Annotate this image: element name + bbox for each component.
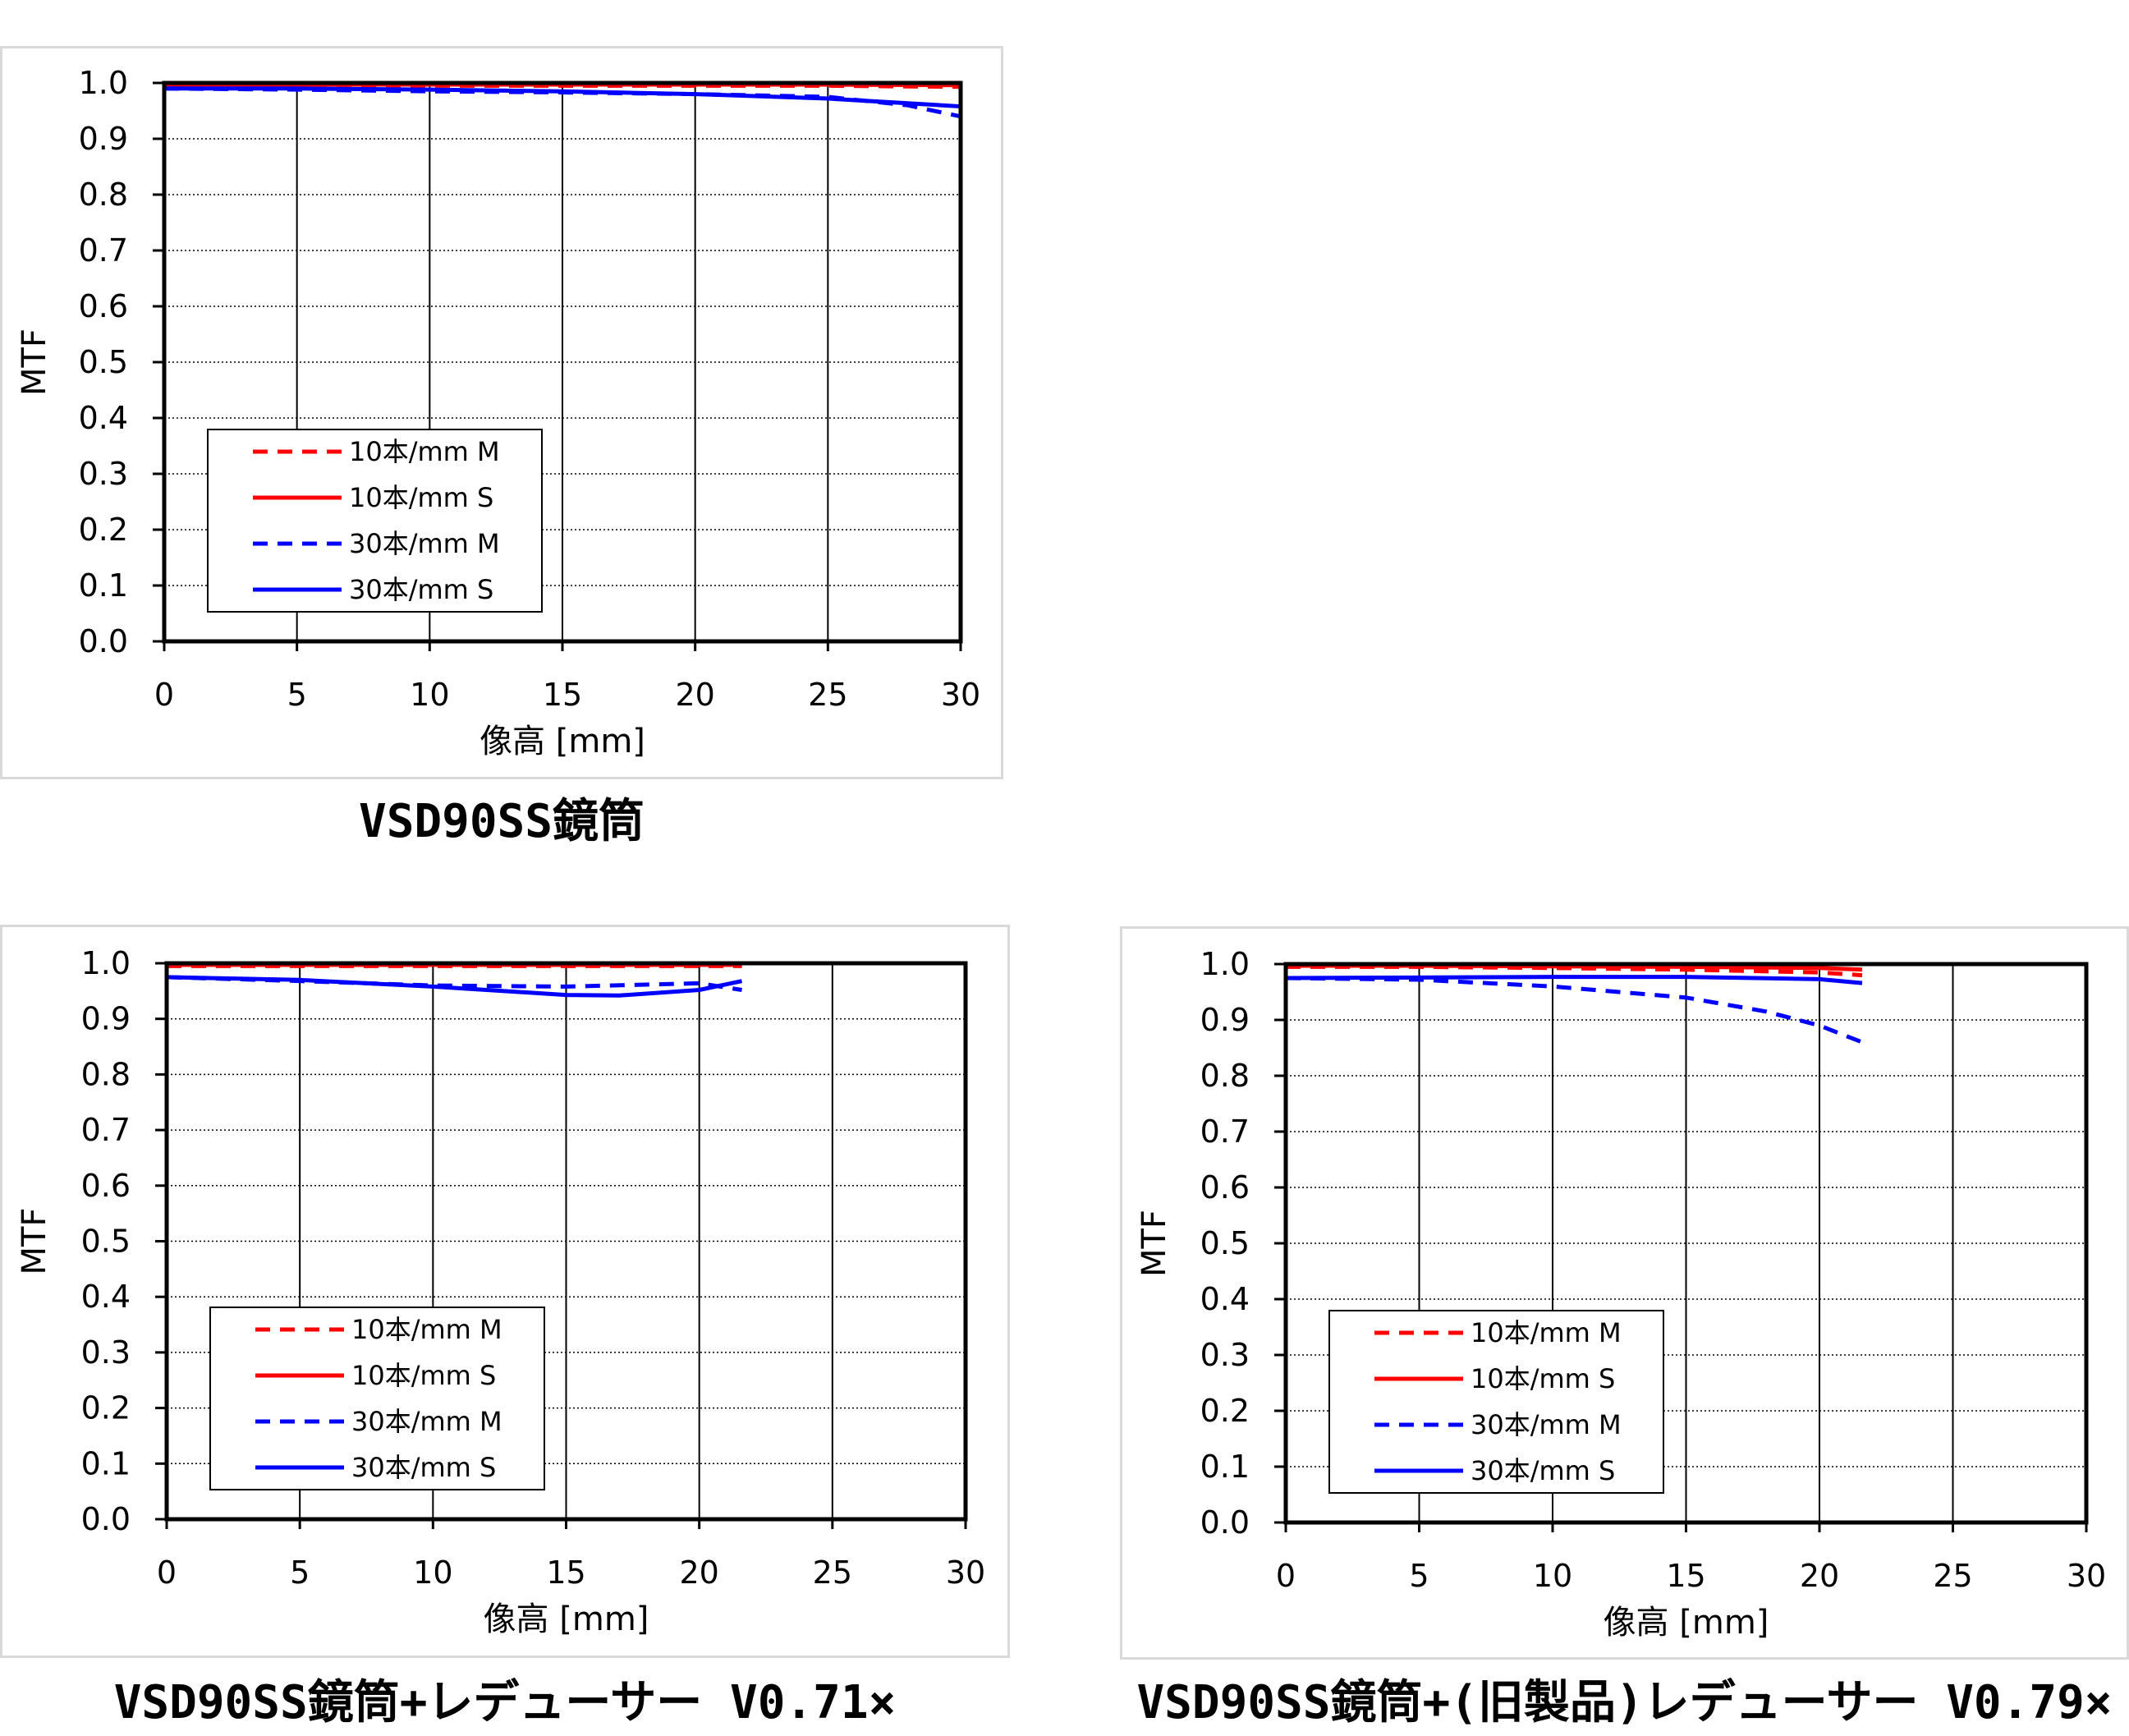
y-tick-label: 0.8 — [81, 1056, 131, 1092]
y-tick-label: 0.6 — [79, 288, 128, 324]
y-tick-label: 0.0 — [79, 623, 128, 659]
y-tick-label: 0.0 — [81, 1501, 131, 1537]
y-tick-label: 0.5 — [79, 344, 128, 380]
legend-box — [209, 1307, 545, 1490]
legend-label: 10本/mm M — [349, 436, 500, 467]
y-tick-label: 1.0 — [81, 945, 131, 981]
y-axis-title: MTF — [16, 1208, 53, 1275]
x-axis-title: 像高 [mm] — [1604, 1604, 1769, 1642]
chart-title: VSD90SS鏡筒 — [358, 795, 645, 848]
x-tick-label: 15 — [546, 1555, 585, 1591]
y-tick-label: 1.0 — [1200, 946, 1250, 982]
x-tick-label: 0 — [154, 677, 174, 713]
legend-label: 30本/mm S — [349, 574, 493, 605]
x-tick-label: 30 — [946, 1555, 985, 1591]
x-tick-label: 25 — [1933, 1558, 1972, 1594]
mtf-chart-3: 0.0 0.1 0.2 0.3 0.4 0.5 0.6 0.7 0.8 0.9 1.0 0 5 10 15 2… — [1136, 946, 2106, 1642]
legend-label: 10本/mm S — [351, 1360, 496, 1391]
series-line — [164, 86, 961, 109]
x-axis-title: 像高 [mm] — [479, 723, 645, 760]
chart-frame — [0, 46, 1003, 779]
x-tick-label: 25 — [808, 677, 847, 713]
y-tick-label: 0.4 — [1200, 1281, 1250, 1317]
y-tick-label: 0.7 — [1200, 1114, 1250, 1150]
y-tick-label: 0.1 — [1200, 1449, 1250, 1485]
legend-label: 10本/mm M — [1471, 1317, 1622, 1348]
y-axis-title: MTF — [1136, 1210, 1173, 1277]
x-tick-label: 10 — [413, 1555, 452, 1591]
y-tick-label: 0.2 — [79, 512, 128, 548]
x-tick-label: 20 — [675, 677, 714, 713]
y-tick-label: 0.8 — [79, 177, 128, 213]
y-tick-label: 0.9 — [79, 121, 128, 157]
legend-box — [207, 429, 543, 613]
y-tick-label: 0.7 — [81, 1112, 131, 1148]
chart-title: VSD90SS鏡筒+レデューサー V0.71× — [113, 1676, 897, 1729]
series-line — [166, 975, 743, 998]
plot-area — [164, 961, 968, 1522]
mtf-chart-2: 0.0 0.1 0.2 0.3 0.4 0.5 0.6 0.7 0.8 0.9 1.0 0 5 10 15 2… — [16, 945, 985, 1638]
y-tick-label: 0.6 — [1200, 1169, 1250, 1206]
x-tick-label: 30 — [941, 677, 980, 713]
y-tick-label: 0.3 — [1200, 1337, 1250, 1373]
y-tick-label: 0.1 — [79, 567, 128, 604]
series-line — [1285, 975, 1863, 985]
legend-label: 30本/mm S — [1471, 1455, 1615, 1486]
y-tick-label: 0.3 — [79, 456, 128, 492]
legend-label: 10本/mm M — [351, 1314, 502, 1345]
y-tick-label: 0.1 — [81, 1445, 131, 1481]
x-tick-label: 15 — [543, 677, 582, 713]
x-tick-label: 25 — [813, 1555, 852, 1591]
x-axis-title: 像高 [mm] — [484, 1601, 649, 1638]
y-tick-label: 0.0 — [1200, 1504, 1250, 1541]
plot-area — [1283, 962, 2089, 1525]
y-tick-label: 0.6 — [81, 1168, 131, 1204]
y-tick-label: 0.2 — [81, 1390, 131, 1426]
y-axis-title: MTF — [16, 328, 53, 396]
legend-box — [1328, 1310, 1664, 1494]
legend-label: 10本/mm S — [349, 482, 493, 513]
y-tick-label: 0.5 — [1200, 1225, 1250, 1261]
legend-label: 30本/mm S — [351, 1452, 496, 1483]
y-tick-label: 0.7 — [79, 232, 128, 269]
x-tick-label: 10 — [410, 677, 449, 713]
series-line — [1286, 963, 1863, 972]
x-tick-label: 10 — [1533, 1558, 1572, 1594]
x-tick-label: 5 — [287, 677, 307, 713]
legend-label: 10本/mm S — [1471, 1363, 1615, 1394]
y-tick-label: 0.2 — [1200, 1393, 1250, 1429]
y-tick-label: 0.5 — [81, 1224, 131, 1260]
x-tick-label: 0 — [1276, 1558, 1296, 1594]
y-tick-label: 1.0 — [79, 65, 128, 101]
legend-label: 30本/mm M — [1471, 1409, 1622, 1440]
chart-frame — [1120, 926, 2129, 1660]
chart-title: VSD90SS鏡筒+(旧製品)レデューサー V0.79× — [1136, 1676, 2113, 1729]
y-tick-label: 0.8 — [1200, 1058, 1250, 1094]
x-tick-label: 20 — [679, 1555, 718, 1591]
chart-frame — [0, 925, 1010, 1658]
x-tick-label: 20 — [1800, 1558, 1839, 1594]
y-tick-label: 0.3 — [81, 1334, 131, 1371]
x-tick-label: 5 — [290, 1555, 310, 1591]
x-tick-label: 15 — [1666, 1558, 1705, 1594]
x-tick-label: 5 — [1409, 1558, 1429, 1594]
mtf-chart-1: 0.0 0.1 0.2 0.3 0.4 0.5 0.6 0.7 0.8 0.9 1.0 0 5 10 15 2… — [16, 65, 980, 760]
series-line — [1285, 976, 1863, 1045]
y-tick-label: 0.9 — [81, 1001, 131, 1037]
y-tick-label: 0.4 — [79, 400, 128, 436]
plot-area — [162, 80, 963, 644]
x-tick-label: 30 — [2067, 1558, 2106, 1594]
y-tick-label: 0.4 — [81, 1279, 131, 1315]
legend-label: 30本/mm M — [351, 1406, 502, 1437]
y-tick-label: 0.9 — [1200, 1002, 1250, 1038]
x-tick-label: 0 — [157, 1555, 177, 1591]
legend-label: 30本/mm M — [349, 528, 500, 559]
